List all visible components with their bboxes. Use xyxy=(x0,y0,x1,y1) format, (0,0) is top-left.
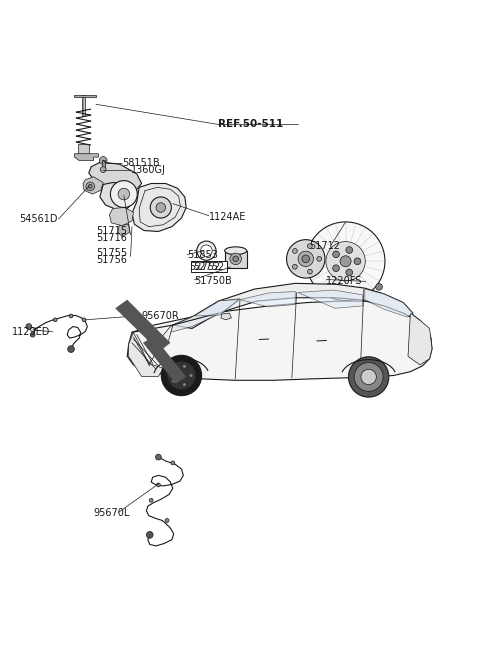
Circle shape xyxy=(156,202,166,212)
Circle shape xyxy=(118,188,130,200)
Text: 51750B: 51750B xyxy=(194,276,232,286)
Text: 54561D: 54561D xyxy=(19,214,58,224)
Circle shape xyxy=(183,383,186,386)
Circle shape xyxy=(88,185,92,188)
Circle shape xyxy=(86,182,95,191)
Polygon shape xyxy=(78,144,89,155)
Polygon shape xyxy=(298,290,363,309)
Polygon shape xyxy=(221,313,231,320)
Circle shape xyxy=(167,361,196,390)
Polygon shape xyxy=(102,160,105,169)
Bar xyxy=(191,261,227,272)
Polygon shape xyxy=(173,284,413,328)
Text: 95670R: 95670R xyxy=(142,312,180,322)
Circle shape xyxy=(333,265,339,272)
Circle shape xyxy=(233,256,239,262)
Circle shape xyxy=(308,269,312,274)
Circle shape xyxy=(348,357,389,397)
Circle shape xyxy=(230,253,241,265)
Text: 52752: 52752 xyxy=(193,261,224,272)
Circle shape xyxy=(190,374,192,377)
Text: 58151B: 58151B xyxy=(122,158,160,168)
Circle shape xyxy=(99,157,107,164)
Text: 51853: 51853 xyxy=(187,250,218,261)
Circle shape xyxy=(308,244,312,248)
Circle shape xyxy=(376,284,383,290)
Circle shape xyxy=(306,222,385,301)
Text: REF.50-511: REF.50-511 xyxy=(218,119,284,130)
Polygon shape xyxy=(408,313,432,365)
Circle shape xyxy=(317,257,322,261)
Circle shape xyxy=(172,368,175,371)
Polygon shape xyxy=(83,177,103,194)
Circle shape xyxy=(26,324,32,329)
Polygon shape xyxy=(365,289,413,317)
Circle shape xyxy=(292,248,297,253)
Text: 1360GJ: 1360GJ xyxy=(131,164,166,175)
Polygon shape xyxy=(109,208,133,226)
Text: 52752: 52752 xyxy=(190,262,221,272)
Circle shape xyxy=(171,461,175,465)
Polygon shape xyxy=(118,224,130,236)
Polygon shape xyxy=(132,183,186,231)
Text: 51755: 51755 xyxy=(96,248,127,258)
Circle shape xyxy=(156,454,161,460)
Circle shape xyxy=(292,265,297,269)
Polygon shape xyxy=(74,154,98,160)
Ellipse shape xyxy=(225,247,247,255)
Circle shape xyxy=(326,242,365,281)
Circle shape xyxy=(333,251,339,257)
Polygon shape xyxy=(194,299,239,316)
Circle shape xyxy=(30,332,35,337)
Polygon shape xyxy=(82,95,85,117)
Circle shape xyxy=(298,251,313,267)
Polygon shape xyxy=(225,251,247,267)
Polygon shape xyxy=(127,301,432,381)
Circle shape xyxy=(165,519,169,523)
Circle shape xyxy=(183,365,186,368)
Circle shape xyxy=(161,356,202,396)
Circle shape xyxy=(361,369,376,384)
Circle shape xyxy=(53,318,57,322)
Circle shape xyxy=(172,380,175,383)
Circle shape xyxy=(146,531,153,538)
Circle shape xyxy=(156,483,160,487)
Circle shape xyxy=(82,318,86,322)
Polygon shape xyxy=(143,336,186,384)
Polygon shape xyxy=(100,183,137,210)
Circle shape xyxy=(340,255,351,267)
Circle shape xyxy=(354,258,361,265)
Text: 1220FS: 1220FS xyxy=(326,276,363,286)
Circle shape xyxy=(69,314,73,318)
Polygon shape xyxy=(240,291,295,307)
Polygon shape xyxy=(115,299,170,352)
Text: 51716: 51716 xyxy=(96,233,127,243)
Text: 51715: 51715 xyxy=(96,227,127,236)
Polygon shape xyxy=(170,299,240,332)
Polygon shape xyxy=(74,95,96,97)
Circle shape xyxy=(354,362,383,391)
Circle shape xyxy=(149,498,153,502)
Text: 95670L: 95670L xyxy=(94,508,130,518)
Circle shape xyxy=(100,167,106,172)
Circle shape xyxy=(346,247,353,253)
Circle shape xyxy=(346,269,353,276)
Text: 51756: 51756 xyxy=(96,255,127,265)
Polygon shape xyxy=(129,332,163,377)
Circle shape xyxy=(197,241,216,260)
Text: 1129ED: 1129ED xyxy=(12,327,50,337)
Circle shape xyxy=(150,197,171,218)
Circle shape xyxy=(68,346,74,352)
Polygon shape xyxy=(83,95,84,117)
Text: 51712: 51712 xyxy=(310,241,341,251)
Polygon shape xyxy=(148,325,173,350)
Circle shape xyxy=(201,245,212,257)
Circle shape xyxy=(110,181,137,208)
Polygon shape xyxy=(89,162,142,194)
Circle shape xyxy=(302,255,310,263)
Text: 1124AE: 1124AE xyxy=(209,212,246,222)
Circle shape xyxy=(287,240,325,278)
